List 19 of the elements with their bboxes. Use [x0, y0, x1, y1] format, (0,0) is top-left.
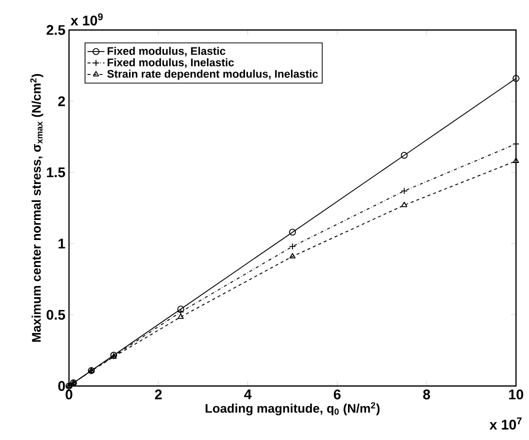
y-tick-label: 2: [58, 96, 65, 106]
x-tick-label: 2: [155, 390, 162, 400]
legend-label: Fixed modulus, Inelastic: [108, 58, 234, 68]
y-axis-title: Maximum center normal stress, σ$_{xmax}$ (N/cm$^{2}$): [30, 74, 44, 342]
x-tick-label: 8: [423, 390, 430, 400]
y-tick-label: 0.5: [46, 310, 66, 320]
y-tick-label: 2.5: [46, 25, 66, 35]
y-tick-label: 1: [58, 238, 66, 248]
text: x 10$^{9}$: [70, 13, 103, 26]
x-tick-label: 0: [66, 390, 72, 400]
legend-label: Fixed modulus, Elastic: [108, 46, 226, 56]
x-tick-label: 6: [334, 390, 341, 400]
x-tick-label: 10: [509, 390, 524, 400]
x-tick-label: 4: [244, 390, 252, 400]
y-tick-label: 1.5: [46, 168, 66, 178]
x-axis-title: Loading magnitude, q$_{0}$ (N/m$^{2}$): [206, 402, 380, 416]
text: x 10$^{7}$: [490, 418, 522, 430]
y-tick-label: 0: [58, 381, 65, 391]
legend-label: Strain rate dependent modulus, Inelastic: [107, 70, 318, 80]
